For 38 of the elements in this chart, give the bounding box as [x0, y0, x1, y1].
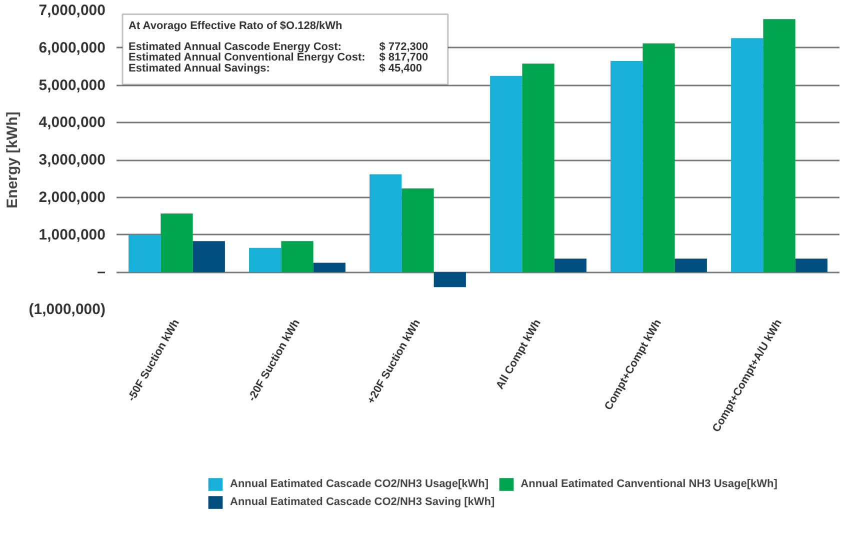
annotation: At Avorago Effective Rato of $O.128/kWh [128, 20, 343, 32]
legend-label: Annual Eatimated Canventional NH3 Usage[kWh] [520, 477, 778, 492]
bar [370, 174, 402, 272]
annotation: $ 45,400 [379, 62, 422, 74]
annotation: $ 772,300 [379, 40, 428, 53]
legend-label: Annual Eatimated Cascade CO2/NH3 Usage[kWh] [230, 477, 489, 492]
bar [434, 272, 466, 288]
annotation: Estimated Annual Conventional Energy Cost: [128, 52, 366, 64]
bar [160, 213, 193, 272]
y-tick-label: 1,000,000 [38, 226, 106, 244]
bar [281, 241, 314, 272]
bar [192, 241, 225, 272]
y-tick-label: 7,000,000 [38, 2, 106, 19]
bar [795, 258, 828, 272]
y-tick-label: 5,000,000 [38, 76, 106, 94]
bar [610, 60, 643, 272]
bar [490, 76, 522, 272]
bar [402, 188, 434, 272]
annotation: Estimated Annual Savings: [128, 62, 270, 74]
y-axis-title: Energy [kWh] [4, 112, 21, 208]
y-tick-label: – [97, 264, 106, 281]
bar [249, 248, 282, 272]
bar [674, 258, 707, 272]
legend-label: Annual Eatimated Cascade CO2/NH3 Saving [kWh] [230, 495, 495, 510]
annotation: $ 817,700 [379, 52, 428, 64]
bar [731, 38, 764, 272]
bar [554, 258, 586, 272]
bar [313, 262, 346, 272]
y-tick-label: 3,000,000 [38, 152, 106, 168]
bar [642, 43, 675, 272]
annotation: Estimated Annual Cascode Energy Cost: [128, 40, 342, 53]
y-tick-label: 2,000,000 [38, 188, 106, 206]
bar [128, 234, 161, 272]
y-tick-label: (1,000,000) [28, 301, 106, 318]
y-tick-label: 6,000,000 [38, 39, 106, 56]
bar [522, 64, 554, 272]
y-tick-label: 4,000,000 [38, 114, 106, 132]
bar [763, 19, 796, 272]
